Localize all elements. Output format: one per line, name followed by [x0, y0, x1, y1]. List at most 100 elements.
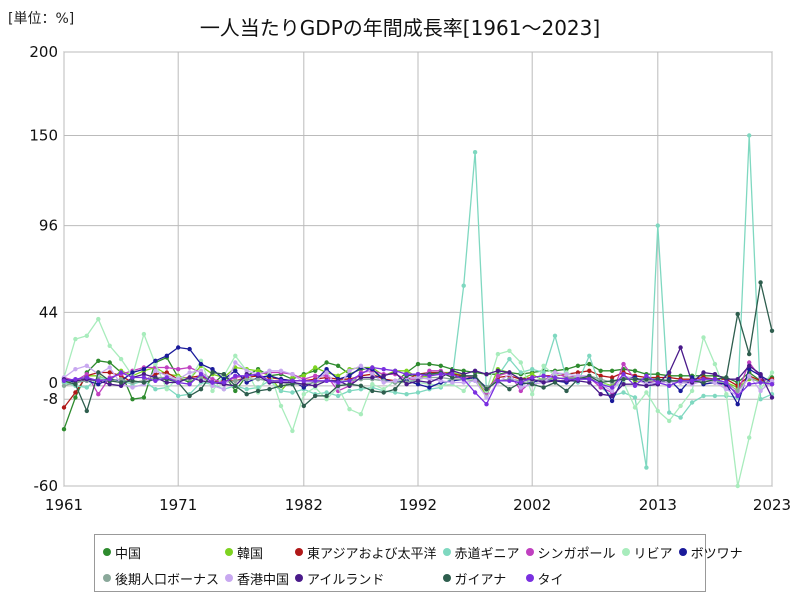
- y-tick-label: -8: [43, 390, 58, 408]
- legend-item: 赤道ギニア: [442, 543, 520, 562]
- data-point: [644, 390, 649, 395]
- data-point: [221, 387, 227, 392]
- data-point: [141, 367, 147, 372]
- data-point: [73, 382, 78, 387]
- y-tick-label: 0: [48, 374, 58, 392]
- data-point: [324, 370, 329, 375]
- data-point: [530, 367, 535, 372]
- data-point: [233, 368, 238, 373]
- data-point: [61, 378, 67, 383]
- data-point: [701, 335, 706, 340]
- legend-item: リビア: [621, 543, 673, 562]
- data-point: [370, 365, 375, 370]
- data-point: [324, 393, 329, 399]
- legend-marker-icon: [225, 574, 234, 582]
- legend-label: ボツワナ: [690, 546, 743, 562]
- data-point: [712, 380, 718, 385]
- data-point: [598, 373, 603, 378]
- data-point: [107, 377, 112, 382]
- data-point: [358, 387, 364, 392]
- data-point: [233, 353, 238, 358]
- data-point: [735, 402, 740, 407]
- data-point: [313, 365, 318, 370]
- data-point: [84, 408, 90, 414]
- data-point: [678, 388, 683, 394]
- data-point: [495, 368, 501, 373]
- data-point: [381, 380, 386, 385]
- data-point: [632, 368, 638, 373]
- data-point: [472, 368, 478, 373]
- data-point: [587, 373, 592, 378]
- data-point: [541, 370, 546, 375]
- data-point: [769, 378, 775, 383]
- data-point: [609, 388, 615, 394]
- data-point: [415, 372, 421, 377]
- data-point: [61, 405, 67, 410]
- data-point: [575, 373, 581, 378]
- data-point: [587, 361, 592, 367]
- data-point: [587, 377, 592, 382]
- data-point: [724, 392, 729, 397]
- legend-item: 東アジアおよび太平洋: [295, 543, 437, 562]
- data-point: [769, 370, 775, 375]
- data-point: [187, 375, 192, 380]
- data-point: [655, 380, 660, 385]
- data-point: [507, 387, 512, 392]
- data-point: [187, 393, 192, 399]
- data-point: [210, 367, 215, 372]
- data-point: [164, 370, 169, 375]
- x-tick-label: 1971: [159, 496, 197, 514]
- data-point: [233, 378, 238, 383]
- data-point: [324, 360, 329, 365]
- data-point: [198, 375, 204, 380]
- data-point: [301, 373, 306, 378]
- data-point: [495, 378, 501, 383]
- data-point: [438, 372, 443, 377]
- data-point: [290, 390, 295, 395]
- data-point: [233, 383, 238, 388]
- data-point: [301, 378, 306, 383]
- data-point: [735, 388, 740, 394]
- data-point: [370, 382, 375, 387]
- data-point: [495, 373, 501, 378]
- data-point: [290, 372, 295, 377]
- data-point: [381, 367, 386, 372]
- data-point: [758, 280, 763, 285]
- data-point: [107, 365, 112, 370]
- series-layer: [61, 133, 775, 489]
- data-point: [244, 392, 249, 397]
- data-point: [598, 385, 603, 390]
- legend-marker-icon: [295, 574, 304, 582]
- data-point: [73, 390, 78, 395]
- data-point: [598, 382, 603, 387]
- data-point: [198, 361, 204, 367]
- data-point: [141, 395, 147, 400]
- data-point: [621, 361, 626, 367]
- data-point: [689, 378, 695, 383]
- data-point: [518, 360, 523, 365]
- data-point: [130, 370, 135, 375]
- chart-title: 一人当たりGDPの年間成長率[1961～2023]: [199, 16, 601, 40]
- data-point: [747, 382, 752, 387]
- data-point: [598, 377, 603, 382]
- data-point: [381, 390, 386, 395]
- data-point: [278, 383, 284, 388]
- data-point: [404, 372, 409, 377]
- data-point: [678, 378, 683, 383]
- data-point: [769, 395, 775, 400]
- data-point: [518, 388, 523, 394]
- data-point: [107, 370, 112, 375]
- data-point: [130, 375, 135, 380]
- data-point: [552, 333, 558, 338]
- data-point: [609, 385, 615, 390]
- legend-marker-icon: [621, 548, 630, 556]
- data-point: [427, 377, 432, 382]
- data-point: [313, 393, 318, 399]
- legend-item: 韓国: [225, 543, 289, 562]
- data-point: [107, 343, 112, 348]
- data-point: [701, 377, 706, 382]
- data-point: [564, 388, 569, 394]
- data-point: [244, 368, 249, 373]
- data-point: [290, 378, 295, 383]
